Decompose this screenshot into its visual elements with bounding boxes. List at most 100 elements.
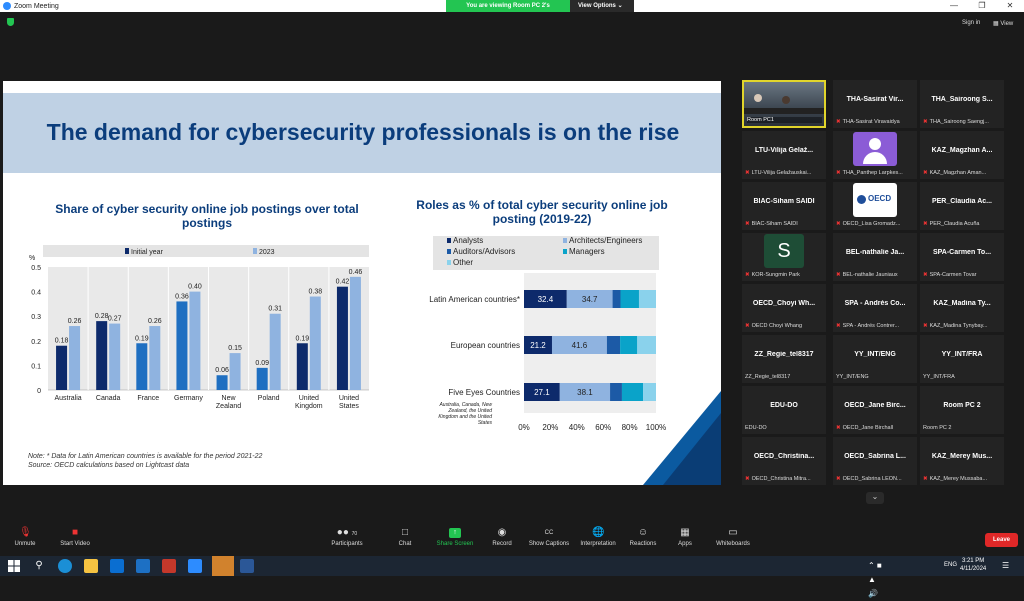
line-app-icon[interactable] xyxy=(212,556,234,576)
participant-name: KAZ_Madina Ty... xyxy=(933,300,991,307)
chart2-data-label: 21.2 xyxy=(530,341,546,350)
show-captions-button[interactable]: CC Show Captions xyxy=(528,530,570,547)
slide-title: The demand for cybersecurity professiona… xyxy=(46,119,680,145)
participant-tile[interactable]: EDU-DO EDU-DO xyxy=(742,386,826,434)
participant-tile[interactable]: OECD_Choyi Wh... ✖ OECD Choyi Whang xyxy=(742,284,826,332)
participant-label: ✖ KAZ_Magzhan Aman... xyxy=(923,170,1002,176)
participant-label-text: Room PC 2 xyxy=(923,425,952,431)
participants-button[interactable]: ●● 70 Participants xyxy=(331,527,363,548)
mail-icon[interactable] xyxy=(136,559,150,573)
interpretation-button[interactable]: 🌐 Interpretation xyxy=(580,527,616,548)
minimize-icon[interactable]: — xyxy=(950,1,958,10)
participant-tile[interactable]: YY_INT/FRA YY_INT/FRA xyxy=(920,335,1004,383)
chart2-bar-segment xyxy=(606,336,621,354)
participant-tile[interactable]: BIAC-Siham SAIDI ✖ BIAC-Siham SAIDI xyxy=(742,182,826,230)
chart2-legend-label: Architects/Engineers xyxy=(569,236,642,245)
participant-tile[interactable]: Room PC1 xyxy=(742,80,826,128)
notifications-icon[interactable]: ☰ xyxy=(1002,561,1010,570)
system-tray-icons[interactable]: ⌃ ■ ▲ 🔊 xyxy=(868,561,882,598)
participant-tile[interactable]: ZZ_Regie_tel8317 ZZ_Regie_tel8317 xyxy=(742,335,826,383)
chart2-legend-band xyxy=(433,236,659,270)
chat-button[interactable]: □ Chat xyxy=(398,527,412,548)
chart1-x-tick: Poland xyxy=(258,395,280,402)
leave-button[interactable]: Leave xyxy=(985,533,1018,547)
gallery-more-button[interactable]: ⌄ xyxy=(866,492,884,504)
taskbar-clock[interactable]: 3:21 PM 4/11/2024 xyxy=(960,557,986,573)
participant-tile[interactable]: Room PC 2 Room PC 2 xyxy=(920,386,1004,434)
record-button[interactable]: ◉ Record xyxy=(492,527,512,548)
chart1-legend-swatch xyxy=(253,248,257,254)
chart1-bar xyxy=(176,301,188,390)
chart1-data-label: 0.19 xyxy=(296,335,310,342)
viewing-banner-text: You are viewing Room PC 2's screen xyxy=(446,0,570,21)
chart1-y-tick: 0.2 xyxy=(31,339,41,346)
file-explorer-icon[interactable] xyxy=(84,559,98,573)
chart2-legend-swatch xyxy=(447,238,451,243)
maximize-icon[interactable]: ❐ xyxy=(978,1,986,10)
participant-label: ✖ KAZ_Madina Tynybay... xyxy=(923,323,1002,329)
view-options-button[interactable]: View Options ⌄ xyxy=(570,0,634,12)
chart2-bar-segment xyxy=(621,383,644,401)
close-icon[interactable]: ✕ xyxy=(1006,1,1014,10)
windows-start-icon[interactable] xyxy=(8,559,22,573)
reactions-button[interactable]: ☺ Reactions xyxy=(629,527,657,548)
participant-tile[interactable]: OECD_Sabrina L... ✖ OECD_Sabrina LEON... xyxy=(833,437,917,485)
participant-tile[interactable]: KAZ_Madina Ty... ✖ KAZ_Madina Tynybay... xyxy=(920,284,1004,332)
zoom-taskbar-icon[interactable] xyxy=(188,559,202,573)
whiteboards-button[interactable]: ▭ Whiteboards xyxy=(716,527,750,548)
search-icon[interactable]: ⚲ xyxy=(35,560,43,571)
mic-muted-icon: ✖ xyxy=(745,323,750,329)
mic-muted-icon: ✖ xyxy=(836,170,841,176)
chart2-category-note: Kingdom and the United xyxy=(438,414,492,420)
participant-tile[interactable]: THA_Sairoong S... ✖ THA_Sairoong Saengj... xyxy=(920,80,1004,128)
participant-label-text: YY_INT/ENG xyxy=(836,374,869,380)
participant-label: ✖ THA-Sasirat Viravaidya xyxy=(836,119,915,125)
share-screen-icon: ↑ xyxy=(449,528,461,538)
share-screen-button[interactable]: ↑ Share Screen xyxy=(436,528,474,547)
powerpoint-icon[interactable] xyxy=(162,559,176,573)
participant-tile[interactable]: SPA - Andrés Co... ✖ SPA - Andrés Contrer.… xyxy=(833,284,917,332)
chart1-data-label: 0.36 xyxy=(175,293,189,300)
participant-label-text: LTU-Vilija Gelažauskai... xyxy=(751,170,812,176)
participant-name: BEL-nathalie Ja... xyxy=(845,249,905,256)
participant-tile[interactable]: ✖ THA_Panthep Larpkes... xyxy=(833,131,917,179)
participant-tile[interactable]: OECD_Jane Birc... ✖ OECD_Jane Birchall xyxy=(833,386,917,434)
participant-tile[interactable]: THA-Sasirat Vir... ✖ THA-Sasirat Viravaidy… xyxy=(833,80,917,128)
chart2-category-label: Five Eyes Countries xyxy=(448,388,520,397)
participant-name: KAZ_Magzhan A... xyxy=(931,147,993,154)
chart2-x-tick: 20% xyxy=(542,423,558,432)
chart1-data-label: 0.18 xyxy=(55,338,69,345)
mic-muted-icon: ✖ xyxy=(745,221,750,227)
participant-tile[interactable]: KAZ_Magzhan A... ✖ KAZ_Magzhan Aman... xyxy=(920,131,1004,179)
security-shield-icon[interactable] xyxy=(7,18,14,26)
participant-tile[interactable]: BEL-nathalie Ja... ✖ BEL-nathalie Jauniaux xyxy=(833,233,917,281)
participant-name: LTU-Vilija Gelaž... xyxy=(754,147,814,154)
participant-tile[interactable]: OECD_Christina... ✖ OECD_Christina Mitra..… xyxy=(742,437,826,485)
participant-name: OECD_Sabrina L... xyxy=(844,453,906,460)
unmute-button[interactable]: 🎙 Unmute xyxy=(14,527,36,548)
chart1-data-label: 0.38 xyxy=(309,289,323,296)
apps-button[interactable]: ▦ Apps xyxy=(678,527,692,548)
store-icon[interactable] xyxy=(110,559,124,573)
edge-icon[interactable] xyxy=(58,559,72,573)
participant-label-text: YY_INT/FRA xyxy=(923,374,955,380)
note-text: Note: * Data for Latin American countrie… xyxy=(28,453,263,460)
participant-tile[interactable]: SPA-Carmen To... ✖ SPA-Carmen Tovar xyxy=(920,233,1004,281)
view-button[interactable]: ▦ View xyxy=(993,21,1014,27)
language-indicator[interactable]: ENG xyxy=(944,562,958,568)
participant-label: ✖ SPA-Carmen Tovar xyxy=(923,272,1002,278)
participant-tile[interactable]: KAZ_Merey Mus... ✖ KAZ_Merey Mussaba... xyxy=(920,437,1004,485)
start-video-button[interactable]: ■ Start Video xyxy=(60,527,90,548)
participant-tile[interactable]: YY_INT/ENG YY_INT/ENG xyxy=(833,335,917,383)
word-icon[interactable] xyxy=(240,559,254,573)
chart1-bar xyxy=(336,286,348,390)
chart1-x-tick: Zealand xyxy=(216,403,241,410)
participant-tile[interactable]: LTU-Vilija Gelaž... ✖ LTU-Vilija Gelažausk… xyxy=(742,131,826,179)
sign-in-link[interactable]: Sign in xyxy=(962,20,981,26)
chat-icon: □ xyxy=(401,527,409,538)
participant-tile[interactable]: OECD ✖ OECD_Lisa Gromadz... xyxy=(833,182,917,230)
participant-label-text: KAZ_Madina Tynybay... xyxy=(929,323,988,329)
chart1-bar xyxy=(296,343,308,390)
participant-tile[interactable]: S ✖ KOR-Sungmin Park xyxy=(742,233,826,281)
participant-tile[interactable]: PER_Claudia Ac... ✖ PER_Claudia Acuña xyxy=(920,182,1004,230)
